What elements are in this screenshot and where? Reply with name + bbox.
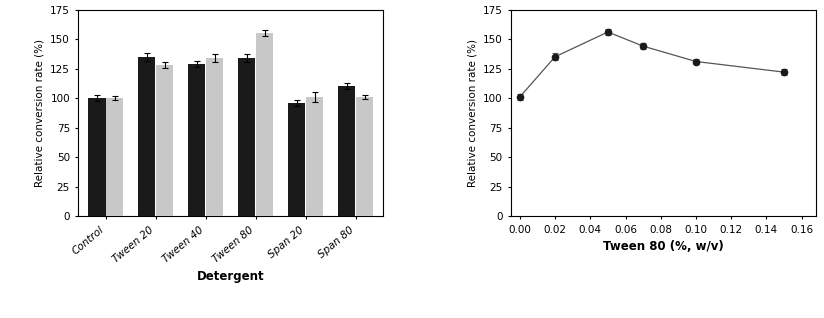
- Y-axis label: Relative conversion rate (%): Relative conversion rate (%): [35, 39, 44, 187]
- Bar: [306, 97, 323, 216]
- Y-axis label: Relative conversion rate (%): Relative conversion rate (%): [467, 39, 477, 187]
- Bar: [156, 65, 173, 216]
- Bar: [138, 57, 156, 216]
- Bar: [288, 103, 306, 216]
- Bar: [188, 64, 205, 216]
- Bar: [356, 97, 373, 216]
- Bar: [88, 98, 105, 216]
- Bar: [206, 58, 223, 216]
- Bar: [256, 33, 274, 216]
- Bar: [106, 98, 124, 216]
- X-axis label: Tween 80 (%, w/v): Tween 80 (%, w/v): [603, 240, 723, 253]
- X-axis label: Detergent: Detergent: [197, 270, 265, 283]
- Bar: [238, 58, 255, 216]
- Bar: [338, 86, 355, 216]
